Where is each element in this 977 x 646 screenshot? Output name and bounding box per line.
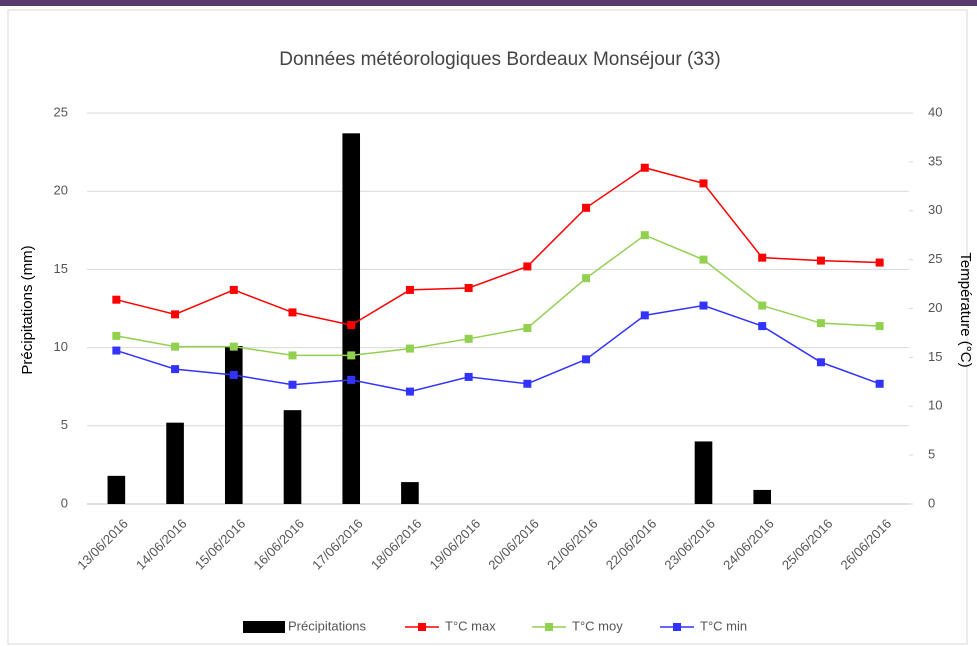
- marker: [875, 379, 884, 388]
- y2-tick-label: 15: [928, 349, 942, 364]
- marker: [288, 380, 297, 389]
- y-tick-label: 25: [54, 104, 68, 119]
- top-border: [0, 0, 977, 6]
- marker: [875, 322, 884, 331]
- line: [116, 304, 880, 393]
- marker: [112, 331, 121, 340]
- x-tick-label: 18/06/2016: [368, 516, 425, 573]
- x-tick-label: 25/06/2016: [779, 516, 836, 573]
- chart-frame: [7, 9, 968, 645]
- legend-marker: [545, 623, 553, 631]
- y2-axis-label: Température (°C): [957, 252, 974, 367]
- marker: [582, 274, 591, 283]
- chart-title: Données météorologiques Bordeaux Monséjo…: [279, 49, 720, 70]
- marker: [640, 231, 649, 240]
- x-tick-label: 17/06/2016: [309, 516, 366, 573]
- bar: [107, 475, 126, 504]
- line: [116, 234, 880, 357]
- y2-tick-label: 35: [928, 153, 942, 168]
- marker: [171, 365, 180, 374]
- x-tick-label: 19/06/2016: [427, 516, 484, 573]
- bar: [283, 410, 302, 504]
- bar: [694, 441, 713, 504]
- y-tick-label: 5: [61, 417, 68, 432]
- marker: [464, 372, 473, 381]
- marker: [640, 311, 649, 320]
- marker: [699, 301, 708, 310]
- legend-marker: [673, 623, 681, 631]
- x-tick-label: 23/06/2016: [661, 516, 718, 573]
- legend-label: T°C moy: [572, 618, 623, 633]
- x-tick-label: 20/06/2016: [485, 516, 542, 573]
- legend-label: Précipitations: [288, 618, 367, 633]
- marker: [347, 375, 356, 384]
- marker: [816, 319, 825, 328]
- y2-tick-label: 0: [928, 495, 935, 510]
- y2-tick-label: 40: [928, 104, 942, 119]
- y-tick-label: 10: [54, 339, 68, 354]
- marker: [405, 387, 414, 396]
- x-tick-label: 24/06/2016: [720, 516, 777, 573]
- legend-marker: [418, 623, 426, 631]
- bar: [342, 133, 361, 504]
- marker: [405, 285, 414, 294]
- marker: [758, 301, 767, 310]
- marker: [112, 346, 121, 355]
- marker: [229, 342, 238, 351]
- marker: [875, 258, 884, 267]
- bar: [753, 489, 772, 504]
- marker: [523, 324, 532, 333]
- line: [116, 166, 880, 326]
- legend-label: T°C min: [700, 618, 747, 633]
- y2-tick-label: 10: [928, 398, 942, 413]
- marker: [699, 179, 708, 188]
- marker: [171, 310, 180, 319]
- x-tick-label: 16/06/2016: [250, 516, 307, 573]
- marker: [523, 262, 532, 271]
- marker: [347, 351, 356, 360]
- x-tick-label: 26/06/2016: [838, 516, 895, 573]
- y-tick-label: 15: [54, 261, 68, 276]
- marker: [582, 203, 591, 212]
- bar: [224, 346, 243, 504]
- marker: [758, 322, 767, 331]
- marker: [464, 283, 473, 292]
- marker: [405, 344, 414, 353]
- marker: [464, 334, 473, 343]
- y2-tick-label: 5: [928, 447, 935, 462]
- marker: [229, 285, 238, 294]
- y2-tick-label: 30: [928, 202, 942, 217]
- legend-label: T°C max: [445, 618, 496, 633]
- marker: [758, 253, 767, 262]
- marker: [523, 379, 532, 388]
- marker: [347, 321, 356, 330]
- x-tick-label: 22/06/2016: [603, 516, 660, 573]
- marker: [699, 255, 708, 264]
- y2-tick-label: 20: [928, 300, 942, 315]
- x-tick-label: 14/06/2016: [133, 516, 190, 573]
- legend-swatch: [243, 621, 285, 633]
- x-tick-label: 13/06/2016: [74, 516, 131, 573]
- marker: [112, 295, 121, 304]
- marker: [288, 351, 297, 360]
- y2-tick-label: 25: [928, 251, 942, 266]
- x-tick-label: 15/06/2016: [192, 516, 249, 573]
- y-tick-label: 20: [54, 183, 68, 198]
- y-axis-label: Précipitations (mm): [19, 245, 36, 374]
- marker: [816, 358, 825, 367]
- marker: [816, 256, 825, 265]
- bar: [401, 482, 419, 504]
- bar: [166, 422, 184, 504]
- marker: [582, 355, 591, 364]
- marker: [288, 308, 297, 317]
- marker: [229, 370, 238, 379]
- marker: [171, 342, 180, 351]
- y-tick-label: 0: [61, 495, 68, 510]
- marker: [640, 163, 649, 172]
- x-tick-label: 21/06/2016: [544, 516, 601, 573]
